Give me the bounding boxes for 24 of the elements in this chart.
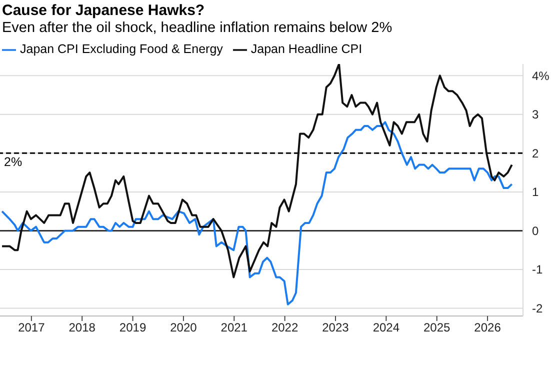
- chart-title: Cause for Japanese Hawks?: [2, 2, 205, 19]
- x-tick-label: 2018: [68, 320, 96, 335]
- x-tick-label: 2026: [474, 320, 502, 335]
- y-tick-label: 1: [532, 185, 539, 200]
- y-tick-label: 3: [532, 108, 539, 122]
- chart-subtitle: Even after the oil shock, headline inflation remains below 2%: [2, 20, 392, 36]
- line-series: [1, 64, 513, 278]
- ref-line-label: 2%: [4, 155, 22, 170]
- y-tick-label: 2: [532, 146, 539, 160]
- line-series: [1, 121, 513, 306]
- y-tick-label: 4%: [532, 68, 550, 83]
- legend-label: Japan Headline CPI: [250, 42, 362, 56]
- legend-label: Japan CPI Excluding Food & Energy: [20, 42, 223, 56]
- x-tick-label: 2020: [170, 320, 198, 335]
- y-tick-label: -2: [532, 302, 543, 316]
- x-tick-label: 2017: [18, 320, 46, 335]
- x-tick-label: 2021: [220, 320, 248, 335]
- x-tick-label: 2023: [322, 320, 350, 335]
- x-tick-label: 2024: [372, 320, 400, 335]
- y-tick-label: 0: [532, 224, 539, 238]
- x-tick-label: 2025: [423, 320, 451, 335]
- x-tick-label: 2019: [119, 320, 146, 335]
- y-tick-label: -1: [532, 262, 543, 277]
- x-tick-label: 2022: [271, 320, 298, 335]
